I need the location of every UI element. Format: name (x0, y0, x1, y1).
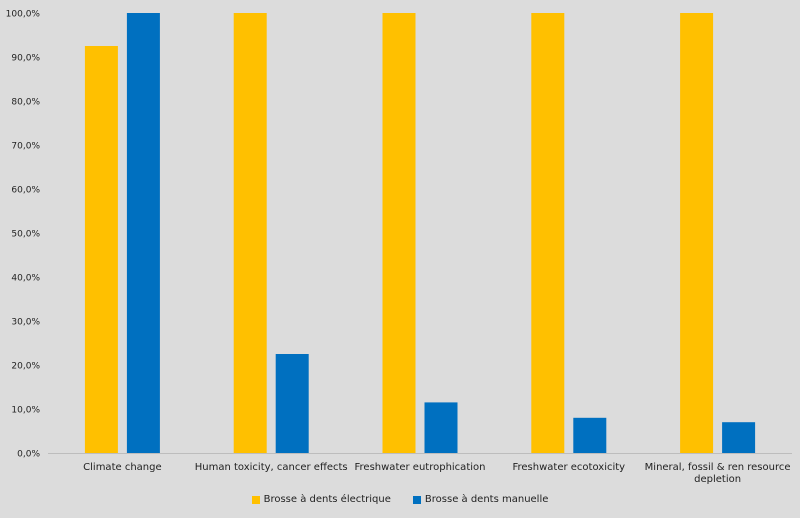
y-tick-label: 70,0% (11, 142, 40, 152)
y-tick-label: 10,0% (11, 406, 40, 416)
bar-chart: 0,0% 10,0% 20,0% 30,0% 40,0% 50,0% 60,0% 70,0% 8… (6, 10, 792, 485)
x-tick-label: Freshwater ecotoxicity (512, 462, 625, 473)
x-tick-label: Mineral, fossil & ren resource (645, 462, 791, 473)
x-tick-label: Climate change (83, 462, 161, 473)
bar (573, 417, 607, 453)
legend-item-manual: Brosse à dents manuelle (412, 494, 549, 505)
y-tick-label: 40,0% (11, 274, 40, 284)
y-tick-label: 100,0% (6, 10, 41, 20)
bar (382, 13, 416, 453)
y-tick-label: 0,0% (17, 450, 40, 460)
bar (275, 354, 309, 453)
y-tick-label: 20,0% (11, 362, 40, 372)
bar (722, 422, 756, 453)
bar (126, 13, 160, 453)
y-tick-label: 90,0% (11, 54, 40, 64)
legend-swatch-manual (412, 495, 421, 504)
bar (233, 13, 267, 453)
x-tick-label: Freshwater eutrophication (355, 462, 486, 473)
bar (531, 13, 565, 453)
legend-label-electric: Brosse à dents électrique (263, 494, 391, 505)
bar (680, 13, 714, 453)
legend-swatch-electric (251, 495, 260, 504)
y-tick-label: 80,0% (11, 98, 40, 108)
y-tick-label: 30,0% (11, 318, 40, 328)
legend-item-electric: Brosse à dents électrique (251, 494, 391, 505)
bar (424, 402, 458, 453)
legend-label-manual: Brosse à dents manuelle (424, 494, 549, 505)
y-tick-label: 50,0% (11, 230, 40, 240)
x-tick-label: depletion (694, 474, 741, 485)
legend: Brosse à dents électrique Brosse à dents… (0, 494, 800, 505)
x-tick-label: Human toxicity, cancer effects (195, 462, 348, 473)
y-tick-label: 60,0% (11, 186, 40, 196)
bar (84, 46, 118, 453)
